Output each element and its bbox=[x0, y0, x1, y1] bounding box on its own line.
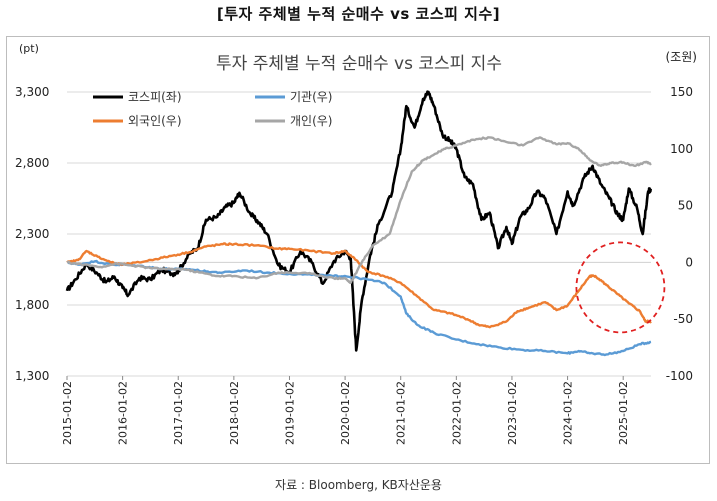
x-tick-label: 2016-01-02 bbox=[117, 381, 130, 445]
x-tick-label: 2019-01-02 bbox=[283, 381, 296, 445]
x-tick-label: 2020-01-02 bbox=[339, 381, 352, 445]
x-tick-label: 2022-01-02 bbox=[450, 381, 463, 445]
x-tick-label: 2015-01-02 bbox=[61, 381, 74, 445]
left-tick-label: 3,300 bbox=[15, 85, 49, 99]
left-tick-label: 2,300 bbox=[15, 227, 49, 241]
right-axis-unit: (조원) bbox=[666, 50, 697, 64]
legend-label: 개인(우) bbox=[290, 114, 332, 128]
left-tick-label: 2,800 bbox=[15, 156, 49, 170]
x-tick-label: 2025-01-02 bbox=[617, 381, 630, 445]
right-tick-label: -50 bbox=[673, 312, 693, 326]
left-axis-unit: (pt) bbox=[19, 42, 39, 55]
page-title: [투자 주체별 누적 순매수 vs 코스피 지수] bbox=[216, 5, 501, 23]
legend-label: 외국인(우) bbox=[128, 114, 182, 128]
chart-svg: 1,300 1,800 2,300 2,800 3,300 150 100 50 0 -50 -10… bbox=[15, 42, 697, 445]
chart-frame: 1,300 1,800 2,300 2,800 3,300 150 100 50 0 -50 -10… bbox=[6, 36, 710, 464]
left-tick-label: 1,300 bbox=[15, 369, 49, 383]
right-tick-label: 0 bbox=[685, 255, 693, 269]
series-line-3 bbox=[66, 242, 652, 329]
right-tick-label: 100 bbox=[670, 142, 693, 156]
right-tick-label: -100 bbox=[666, 369, 693, 383]
legend-label: 코스피(좌) bbox=[128, 90, 182, 104]
x-tick-label: 2021-01-02 bbox=[395, 381, 408, 445]
legend-label: 기관(우) bbox=[290, 90, 332, 104]
series-line-1 bbox=[65, 90, 652, 352]
x-tick-label: 2017-01-02 bbox=[172, 381, 185, 445]
x-tick-label: 2024-01-02 bbox=[562, 381, 575, 445]
left-tick-label: 1,800 bbox=[15, 298, 49, 312]
right-tick-label: 150 bbox=[670, 85, 693, 99]
right-tick-label: 50 bbox=[678, 199, 693, 213]
x-tick-label: 2018-01-02 bbox=[228, 381, 241, 445]
source-note: 자료 : Bloomberg, KB자산운용 bbox=[275, 478, 442, 492]
highlight-circle bbox=[575, 241, 666, 334]
x-tick-label: 2023-01-02 bbox=[506, 381, 519, 445]
chart-title: 투자 주체별 누적 순매수 vs 코스피 지수 bbox=[216, 54, 502, 74]
series-line-4 bbox=[66, 136, 652, 284]
